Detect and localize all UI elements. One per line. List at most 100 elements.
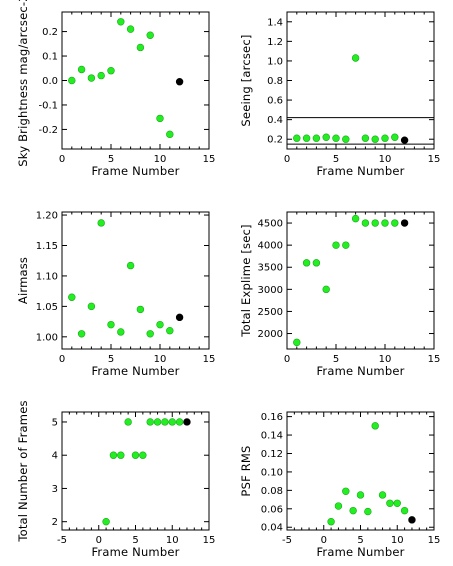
x-tick-label: 5	[132, 535, 138, 546]
data-point	[77, 65, 86, 74]
data-point	[87, 302, 96, 311]
y-tick-label: 1.15	[36, 241, 58, 252]
data-point	[166, 327, 174, 335]
y-tick-label: 0.4	[267, 115, 283, 126]
data-point	[156, 320, 164, 329]
y-tick-label: 0.04	[261, 523, 283, 534]
data-point	[146, 31, 154, 39]
x-tick-label: 10	[154, 154, 167, 165]
y-tick-label: 0.14	[261, 431, 283, 442]
data-point	[102, 517, 110, 526]
x-axis-label: Frame Number	[316, 364, 404, 378]
plot-frame	[61, 211, 210, 350]
data-point	[351, 54, 360, 62]
x-tick-label: 5	[357, 535, 363, 546]
data-point	[68, 76, 76, 85]
chart-panel-2: 0 5 10 15 0.2 0.4 0.6 0.8 1.0 1.2 1.4 Frame Number S…	[239, 11, 440, 178]
x-tick-label: 15	[203, 154, 216, 165]
data-point	[126, 261, 135, 270]
y-tick-label: 0.2	[42, 27, 58, 38]
data-point-latest	[175, 313, 184, 322]
y-axis-label: Seeing [arcsec]	[239, 34, 253, 126]
data-point	[97, 219, 105, 227]
data-point	[371, 219, 379, 227]
data-point	[146, 418, 154, 426]
x-tick-label: 0	[59, 154, 65, 165]
y-tick-label: -0.1	[38, 100, 58, 111]
x-tick-label: 10	[379, 354, 392, 365]
data-point	[77, 330, 86, 338]
y-axis-label: PSF RMS	[239, 445, 253, 496]
data-point-latest	[408, 516, 416, 524]
data-point	[364, 507, 372, 516]
data-point	[139, 451, 147, 459]
y-axis-label: Sky Brightness mag/arcsec-2	[16, 0, 30, 167]
data-point	[117, 18, 125, 26]
y-tick-label: 1.4	[267, 17, 283, 28]
data-point	[293, 134, 301, 142]
y-tick-label: 0.12	[261, 449, 283, 460]
x-tick-label: 15	[428, 354, 441, 365]
y-tick-label: 4500	[258, 219, 283, 230]
data-point	[322, 133, 330, 141]
y-axis-label: Total Explime [sec]	[239, 224, 253, 337]
data-point	[136, 305, 145, 314]
data-point	[356, 491, 365, 499]
y-tick-label: 1.20	[36, 211, 58, 222]
data-point	[293, 338, 301, 347]
x-tick-label: 5	[333, 154, 339, 165]
x-axis-label: Frame Number	[91, 545, 179, 559]
data-point	[124, 418, 132, 426]
data-point-latest	[400, 136, 409, 144]
data-point	[312, 259, 321, 267]
y-tick-label: 1.00	[36, 332, 58, 343]
data-point	[381, 219, 389, 227]
data-point	[342, 241, 350, 249]
x-tick-label: 10	[379, 154, 392, 165]
y-tick-label: 0.10	[261, 467, 283, 478]
data-point	[312, 134, 321, 142]
y-axis-label: Airmass	[16, 257, 30, 304]
y-tick-label: 5	[52, 417, 58, 428]
data-point	[342, 135, 350, 143]
x-axis-label: Frame Number	[91, 164, 179, 178]
x-tick-label: 0	[96, 535, 102, 546]
x-axis-label: Frame Number	[316, 164, 404, 178]
data-point	[322, 285, 330, 294]
data-point	[109, 451, 118, 459]
data-point	[371, 422, 379, 430]
y-tick-label: 0.2	[267, 135, 283, 146]
data-point	[327, 518, 335, 526]
x-tick-label: 0	[284, 354, 290, 365]
data-point	[386, 499, 394, 507]
data-point	[107, 320, 115, 329]
y-axis-label: Total Number of Frames	[16, 400, 30, 542]
x-tick-label: 15	[428, 535, 441, 546]
y-tick-label: 0.0	[42, 76, 58, 87]
y-tick-label: 1.10	[36, 271, 58, 282]
chart-panel-6: -5 0 5 10 15 0.04 0.06 0.08 0.10 0.12 0.14 0.16 Fram…	[239, 411, 441, 559]
chart-panel-4: 0 5 10 15 2000 2500 3000 3500 4000 4500 Frame Numb…	[239, 211, 441, 378]
plot-frame	[61, 411, 210, 531]
x-tick-label: -5	[282, 535, 292, 546]
plot-frame	[286, 11, 435, 150]
data-point	[371, 135, 379, 143]
y-tick-label: 3	[52, 484, 58, 495]
y-tick-label: 1.05	[36, 302, 58, 313]
data-point-latest	[175, 78, 184, 86]
data-point	[361, 134, 370, 142]
y-tick-label: 0.16	[261, 412, 283, 423]
x-axis-label: Frame Number	[316, 545, 404, 559]
data-point	[332, 241, 340, 249]
y-tick-label: 0.06	[261, 504, 283, 515]
data-point	[168, 418, 176, 426]
data-point	[156, 114, 164, 123]
y-tick-label: 0.1	[42, 52, 58, 63]
data-point	[334, 502, 343, 510]
y-tick-label: 2000	[258, 329, 283, 340]
plot-frame	[286, 411, 435, 531]
data-point	[146, 330, 154, 338]
x-tick-label: 5	[108, 354, 114, 365]
y-tick-label: 0.8	[267, 76, 283, 87]
data-point	[97, 71, 105, 80]
